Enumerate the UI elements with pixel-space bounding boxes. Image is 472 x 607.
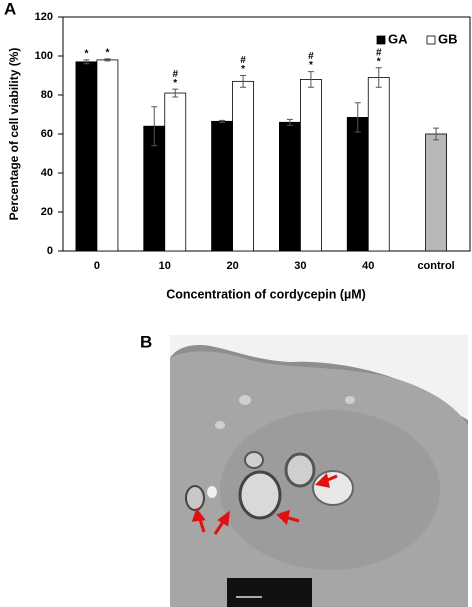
error-bar bbox=[307, 71, 314, 88]
x-axis-title: Concentration of cordycepin (µM) bbox=[166, 287, 366, 301]
y-axis-title: Percentage of cell viability (%) bbox=[7, 48, 21, 221]
y-tick-label: 120 bbox=[35, 11, 53, 23]
y-tick-label: 80 bbox=[41, 89, 53, 101]
significance-mark: # bbox=[172, 69, 178, 80]
x-tick-label: 40 bbox=[362, 260, 374, 272]
bar bbox=[96, 59, 119, 252]
legend-swatch bbox=[376, 35, 386, 45]
legend-label: GB bbox=[438, 31, 458, 46]
y-tick-label: 60 bbox=[41, 128, 53, 140]
y-tick-label: 20 bbox=[41, 206, 53, 218]
significance-mark: # bbox=[240, 55, 246, 66]
significance-mark: * bbox=[84, 49, 88, 60]
error-bar bbox=[219, 119, 226, 123]
plot-frame bbox=[62, 16, 471, 252]
bar bbox=[232, 80, 254, 252]
error-bar bbox=[354, 102, 361, 133]
legend-label: GA bbox=[388, 31, 408, 46]
x-tick-label: 0 bbox=[94, 260, 100, 272]
panel-label: B bbox=[140, 332, 152, 351]
y-tick-label: 0 bbox=[47, 245, 53, 257]
bar bbox=[367, 77, 390, 252]
y-tick-label: 100 bbox=[35, 50, 53, 62]
error-bar bbox=[375, 67, 382, 88]
significance-mark: # bbox=[376, 47, 382, 58]
legend-swatch bbox=[426, 35, 436, 45]
bar bbox=[346, 117, 369, 252]
x-tick-label: 10 bbox=[159, 260, 171, 272]
bar bbox=[300, 79, 322, 252]
significance-mark: * bbox=[105, 48, 109, 59]
x-tick-label: control bbox=[417, 260, 454, 272]
error-bar bbox=[104, 58, 111, 62]
error-bar bbox=[433, 127, 440, 141]
error-bar bbox=[240, 75, 247, 88]
error-bar bbox=[286, 118, 293, 126]
x-tick-label: 30 bbox=[294, 260, 306, 272]
bar bbox=[425, 133, 447, 252]
x-tick-label: 20 bbox=[226, 260, 238, 272]
significance-mark: * bbox=[173, 78, 177, 89]
significance-mark: # bbox=[308, 51, 314, 62]
micrograph bbox=[170, 335, 468, 607]
bar bbox=[164, 92, 187, 252]
significance-mark: * bbox=[309, 60, 313, 71]
error-bar bbox=[151, 106, 158, 147]
significance-mark: * bbox=[377, 56, 381, 67]
error-bar bbox=[172, 88, 179, 98]
bar bbox=[75, 61, 98, 252]
error-bar bbox=[83, 59, 90, 65]
y-tick-label: 40 bbox=[41, 167, 53, 179]
panel-label: A bbox=[4, 0, 16, 18]
bar bbox=[279, 121, 301, 252]
bar bbox=[211, 120, 233, 252]
significance-mark: * bbox=[241, 64, 245, 75]
